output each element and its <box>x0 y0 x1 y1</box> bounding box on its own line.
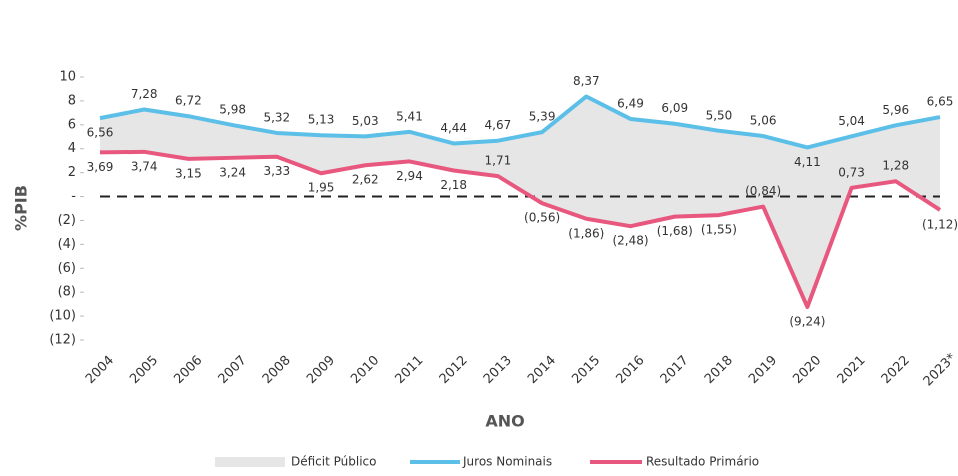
x-tick-label: 2016 <box>614 353 648 387</box>
data-label: 5,04 <box>838 114 865 128</box>
data-label: 5,98 <box>219 103 246 117</box>
y-tick-label: (4) <box>58 237 76 252</box>
y-tick-label: (2) <box>58 213 76 228</box>
deficit-area <box>100 96 940 308</box>
x-tick-label: 2018 <box>702 353 736 387</box>
line <box>99 149 942 310</box>
data-label: (1,12) <box>922 217 958 231</box>
data-label: 7,28 <box>131 87 158 101</box>
x-tick-label: 2011 <box>392 353 426 387</box>
x-tick-label: 2019 <box>746 353 780 387</box>
x-tick-label: 2008 <box>260 353 294 387</box>
data-label: (0,56) <box>524 211 560 225</box>
x-tick-label: 2013 <box>481 353 515 387</box>
data-label: 3,69 <box>87 160 114 174</box>
data-label: (2,48) <box>612 234 648 248</box>
data-label: 5,39 <box>529 110 556 124</box>
x-tick-label: 2022 <box>879 353 913 387</box>
data-label: 2,62 <box>352 173 379 187</box>
data-label: (9,24) <box>789 315 825 329</box>
data-label: 2,18 <box>440 178 467 192</box>
x-tick-label: 2009 <box>304 353 338 387</box>
data-label: 5,32 <box>263 110 290 124</box>
x-tick-label: 2012 <box>437 353 471 387</box>
legend-swatch <box>215 457 285 467</box>
y-tick-label: (12) <box>49 333 76 348</box>
data-label: 5,41 <box>396 109 423 123</box>
y-tick-label: (10) <box>49 309 76 324</box>
data-label: 1,71 <box>485 154 512 168</box>
data-label: 3,74 <box>131 159 158 173</box>
y-tick-label: 2 <box>68 165 76 180</box>
data-label: 6,49 <box>617 96 644 110</box>
y-tick-label: 6 <box>68 117 76 132</box>
data-label: (0,84) <box>745 184 781 198</box>
data-label: 0,73 <box>838 165 865 179</box>
data-label: 3,24 <box>219 165 246 179</box>
data-label: 5,96 <box>882 103 909 117</box>
line <box>99 94 941 150</box>
x-axis-label: ANO <box>485 412 524 431</box>
data-label: 2,94 <box>396 169 423 183</box>
x-tick-label: 2021 <box>835 353 869 387</box>
data-label: (1,68) <box>657 224 693 238</box>
y-tick-label: - <box>71 189 76 204</box>
x-tick-label: 2005 <box>127 353 161 387</box>
data-label: (1,86) <box>568 226 604 240</box>
data-label: 4,11 <box>794 155 821 169</box>
y-tick-label: 10 <box>59 70 76 85</box>
data-label: 1,28 <box>882 159 909 173</box>
data-label: 3,15 <box>175 166 202 180</box>
y-tick-label: (8) <box>58 285 76 300</box>
x-tick-label: 2015 <box>569 353 603 387</box>
data-label: (1,55) <box>701 223 737 237</box>
data-label: 6,56 <box>87 126 114 140</box>
legend-label: Juros Nominais <box>462 455 552 469</box>
x-tick-label: 2004 <box>83 353 117 387</box>
data-label: 4,44 <box>440 121 467 135</box>
x-tick-label: 2010 <box>348 353 382 387</box>
x-tick-label: 2020 <box>790 353 824 387</box>
x-tick-label: 2023* <box>921 350 958 389</box>
data-label: 5,03 <box>352 114 379 128</box>
data-label: 6,09 <box>661 101 688 115</box>
data-label: 5,13 <box>308 113 335 127</box>
data-label: 3,33 <box>263 164 290 178</box>
x-tick-label: 2006 <box>171 353 205 387</box>
data-label: 6,72 <box>175 94 202 108</box>
data-label: 1,95 <box>308 181 335 195</box>
x-tick-label: 2017 <box>658 353 692 387</box>
data-label: 6,65 <box>927 95 954 109</box>
data-label: 4,67 <box>485 118 512 132</box>
data-label: 8,37 <box>573 74 600 88</box>
x-tick-label: 2007 <box>216 353 250 387</box>
legend-label: Resultado Primário <box>646 455 759 469</box>
x-tick-label: 2014 <box>525 353 559 387</box>
y-axis-label: %PIB <box>12 185 31 231</box>
y-tick-label: 8 <box>68 93 76 108</box>
legend-label: Déficit Público <box>291 455 377 469</box>
data-label: 5,50 <box>706 108 733 122</box>
y-tick-label: 4 <box>68 141 76 156</box>
y-tick-label: (6) <box>58 261 76 276</box>
data-label: 5,06 <box>750 114 777 128</box>
